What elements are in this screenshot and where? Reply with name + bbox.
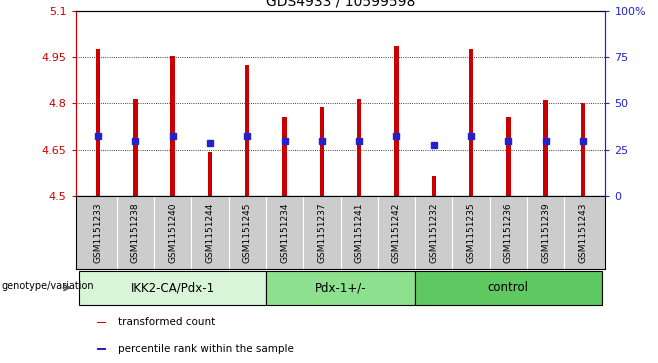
Text: GSM1151241: GSM1151241 (355, 202, 364, 262)
Bar (581, 103, 585, 196)
Bar (432, 176, 436, 196)
Text: GSM1151244: GSM1151244 (205, 202, 215, 262)
Text: GSM1151237: GSM1151237 (317, 202, 326, 263)
Text: GSM1151235: GSM1151235 (467, 202, 476, 263)
Text: GSM1151243: GSM1151243 (578, 202, 588, 262)
Bar (282, 117, 287, 196)
Bar (266, 270, 415, 305)
Bar (415, 270, 601, 305)
Bar (96, 49, 100, 196)
Bar (97, 322, 106, 323)
Text: GSM1151233: GSM1151233 (93, 202, 103, 263)
Text: GSM1151232: GSM1151232 (429, 202, 438, 262)
Text: GSM1151242: GSM1151242 (392, 202, 401, 262)
Text: genotype/variation: genotype/variation (1, 281, 94, 291)
Text: GSM1151238: GSM1151238 (131, 202, 140, 263)
Text: Pdx-1+/-: Pdx-1+/- (315, 281, 367, 294)
Bar (97, 348, 106, 350)
Text: GSM1151236: GSM1151236 (504, 202, 513, 263)
Bar (506, 117, 511, 196)
Bar (80, 270, 266, 305)
Bar (133, 99, 138, 196)
Bar (357, 99, 361, 196)
Bar (394, 46, 399, 196)
Text: GSM1151239: GSM1151239 (541, 202, 550, 263)
Text: GSM1151234: GSM1151234 (280, 202, 289, 262)
Text: GSM1151240: GSM1151240 (168, 202, 177, 262)
Text: control: control (488, 281, 529, 294)
Bar (170, 56, 175, 196)
Bar (544, 101, 548, 196)
Bar (320, 106, 324, 196)
Bar (469, 49, 473, 196)
Text: transformed count: transformed count (118, 318, 215, 327)
Text: IKK2-CA/Pdx-1: IKK2-CA/Pdx-1 (130, 281, 215, 294)
Title: GDS4933 / 10599598: GDS4933 / 10599598 (266, 0, 415, 8)
Text: percentile rank within the sample: percentile rank within the sample (118, 344, 294, 354)
Bar (208, 152, 212, 196)
Text: GSM1151245: GSM1151245 (243, 202, 252, 262)
Bar (245, 65, 249, 196)
